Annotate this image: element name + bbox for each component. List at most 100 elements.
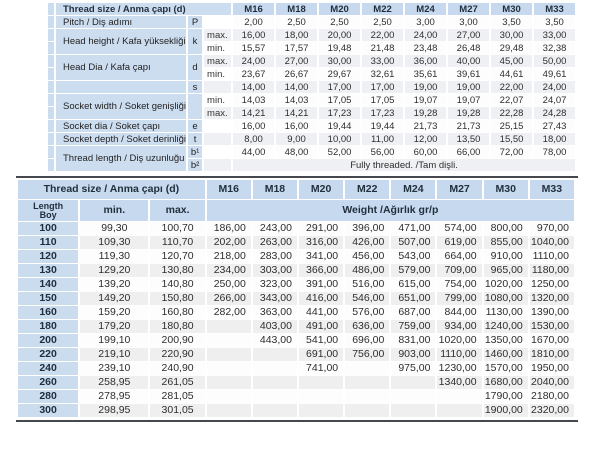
length-value: 240 bbox=[18, 362, 79, 375]
weight-value-m22 bbox=[345, 404, 390, 417]
weight-value-m20: 441,00 bbox=[299, 306, 344, 319]
dimension-spec-table: Thread size / Anma çapı (d) M16 M18 M20 M22… bbox=[46, 2, 577, 172]
spec-value-m18: 17,57 bbox=[276, 42, 318, 54]
spec-value-m18: 48,00 bbox=[276, 146, 318, 158]
length-min-value: 139,20 bbox=[80, 278, 149, 291]
weight-value-m33: 2320,00 bbox=[529, 404, 574, 417]
spec-value-m16: 16,00 bbox=[233, 29, 275, 41]
spec-value-m22: 17,00 bbox=[362, 81, 404, 93]
spec-header-row: Thread size / Anma çapı (d) M16 M18 M20 M22… bbox=[48, 3, 576, 15]
spec-value-m18: 14,00 bbox=[276, 81, 318, 93]
weight-value-m16 bbox=[206, 362, 251, 375]
spec-value-m20: 17,05 bbox=[319, 94, 361, 106]
weight-value-m16 bbox=[206, 404, 251, 417]
spec-value-m22: 21,48 bbox=[362, 42, 404, 54]
length-max-value: 110,70 bbox=[150, 236, 205, 249]
weight-size-header-m33: M33 bbox=[529, 180, 574, 199]
length-value: 160 bbox=[18, 306, 79, 319]
spec-value-m16: 16,00 bbox=[233, 120, 275, 132]
left-margin-strip bbox=[48, 159, 54, 171]
spec-value-m20: 10,00 bbox=[319, 133, 361, 145]
weight-value-m30: 1570,00 bbox=[483, 362, 528, 375]
spec-value-m33: 24,00 bbox=[534, 81, 576, 93]
length-max-value: 140,80 bbox=[150, 278, 205, 291]
left-margin-strip bbox=[48, 133, 54, 145]
weight-value-m18 bbox=[252, 376, 297, 389]
spec-label-7: Thread length / Diş uzunluğu bbox=[56, 146, 187, 171]
weight-value-m18: 443,00 bbox=[252, 334, 297, 347]
weight-value-m30: 910,00 bbox=[483, 250, 528, 263]
length-value: 300 bbox=[18, 404, 79, 417]
spec-value-m33: 18,00 bbox=[534, 133, 576, 145]
spec-value-m18: 18,00 bbox=[276, 29, 318, 41]
weight-row-100: 100 99,30 100,70 186,00 243,00 291,00 396,00 47… bbox=[18, 222, 574, 235]
length-min-value: 278,95 bbox=[80, 390, 149, 403]
weight-value-m33: 2040,00 bbox=[529, 376, 574, 389]
weight-value-m24 bbox=[391, 404, 436, 417]
weight-row-180: 180 179,20 180,80 403,00 491,00 636,00 759,00 9… bbox=[18, 320, 574, 333]
spec-value-m30: 22,00 bbox=[491, 81, 533, 93]
weight-value-m24: 831,00 bbox=[391, 334, 436, 347]
weight-value-m33: 1670,00 bbox=[529, 334, 574, 347]
weight-value-m16: 218,00 bbox=[206, 250, 251, 263]
weight-value-m18: 263,00 bbox=[252, 236, 297, 249]
spec-row: min. 15,57 17,57 19,48 21,48 23,48 26,48 29,48 3… bbox=[48, 42, 576, 54]
weight-subheader-row: Length Boy min. max. Weight /Ağırlık gr/… bbox=[18, 200, 574, 221]
length-max-value: 100,70 bbox=[150, 222, 205, 235]
spec-value-m20: 19,48 bbox=[319, 42, 361, 54]
weight-value-m27 bbox=[437, 390, 482, 403]
weight-value-m16: 186,00 bbox=[206, 222, 251, 235]
weight-value-m22 bbox=[345, 376, 390, 389]
length-max-value: 281,05 bbox=[150, 390, 205, 403]
weight-value-m16: 266,00 bbox=[206, 292, 251, 305]
length-min-value: 239,10 bbox=[80, 362, 149, 375]
spec-symbol-3: s bbox=[188, 81, 203, 93]
weight-value-m33: 1320,00 bbox=[529, 292, 574, 305]
weight-value-m22: 636,00 bbox=[345, 320, 390, 333]
length-value: 220 bbox=[18, 348, 79, 361]
weight-value-m22: 456,00 bbox=[345, 250, 390, 263]
weight-value-m18: 303,00 bbox=[252, 264, 297, 277]
length-min-value: 219,10 bbox=[80, 348, 149, 361]
spec-subrange-4-0: min. bbox=[204, 94, 232, 106]
weight-value-m20: 391,00 bbox=[299, 278, 344, 291]
length-min-value: 258,95 bbox=[80, 376, 149, 389]
spec-row: Pitch / Diş adımı P 2,00 2,50 2,50 2,50 3,00 3,… bbox=[48, 16, 576, 28]
weight-value-m30: 1680,00 bbox=[483, 376, 528, 389]
spec-value-m16: 14,21 bbox=[233, 107, 275, 119]
spec-value-m27: 13,50 bbox=[448, 133, 490, 145]
weight-value-m20: 316,00 bbox=[299, 236, 344, 249]
length-value: 140 bbox=[18, 278, 79, 291]
spec-value-m24: 60,00 bbox=[405, 146, 447, 158]
weight-value-m18: 363,00 bbox=[252, 306, 297, 319]
spec-label-6: Socket depth / Soket derinliği bbox=[56, 133, 187, 145]
weight-corner-label: Thread size / Anma çapı (d) bbox=[18, 180, 205, 199]
spec-value-m30: 29,48 bbox=[491, 42, 533, 54]
length-max-value: 200,90 bbox=[150, 334, 205, 347]
spec-size-header-m27: M27 bbox=[448, 3, 490, 15]
spec-value-m27: 66,00 bbox=[448, 146, 490, 158]
weight-value-m16: 250,00 bbox=[206, 278, 251, 291]
spec-value-m30: 25,15 bbox=[491, 120, 533, 132]
spec-value-m22: 17,23 bbox=[362, 107, 404, 119]
spec-subrange-2-0: max. bbox=[204, 55, 232, 67]
spec-value-m16: 8,00 bbox=[233, 133, 275, 145]
length-max-value: 301,05 bbox=[150, 404, 205, 417]
left-margin-strip bbox=[48, 3, 54, 15]
length-max-value: 180,80 bbox=[150, 320, 205, 333]
spec-value-m33: 3,50 bbox=[534, 16, 576, 28]
length-value: 110 bbox=[18, 236, 79, 249]
weight-value-m24: 651,00 bbox=[391, 292, 436, 305]
spec-row: max. 14,21 14,21 17,23 17,23 19,28 19,28 22,28 2… bbox=[48, 107, 576, 119]
weight-value-m30: 800,00 bbox=[483, 222, 528, 235]
weight-value-m27: 844,00 bbox=[437, 306, 482, 319]
spec-value-m22: 33,00 bbox=[362, 55, 404, 67]
length-min-value: 99,30 bbox=[80, 222, 149, 235]
spec-value-m24: 23,48 bbox=[405, 42, 447, 54]
weight-value-m27: 754,00 bbox=[437, 278, 482, 291]
weight-value-m30: 1350,00 bbox=[483, 334, 528, 347]
spec-subrange-2-1: min. bbox=[204, 68, 232, 80]
weight-value-m27: 934,00 bbox=[437, 320, 482, 333]
spec-value-m18: 27,00 bbox=[276, 55, 318, 67]
